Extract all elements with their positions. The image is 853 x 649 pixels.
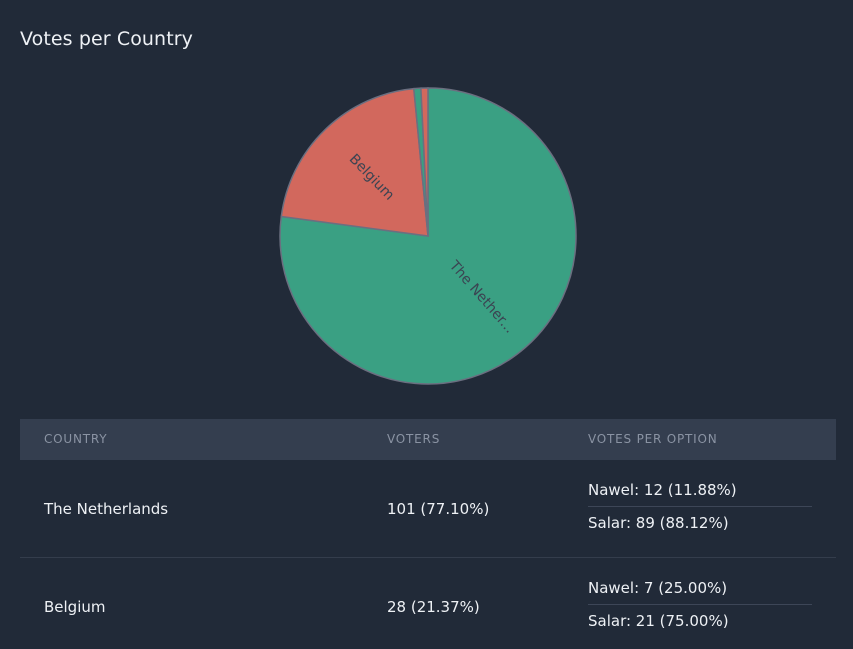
- row-voters: 28 (21.37%): [387, 598, 480, 616]
- pie-chart: The Nether...Belgium: [279, 87, 577, 385]
- table-row: Belgium 28 (21.37%) Nawel: 7 (25.00%) Sa…: [20, 558, 836, 649]
- row-voters: 101 (77.10%): [387, 500, 490, 518]
- pie-chart-container: The Nether... Belgium: [0, 70, 853, 400]
- option-entry: Salar: 89 (88.12%): [588, 506, 812, 539]
- row-country: The Netherlands: [44, 500, 169, 518]
- option-entry: Nawel: 12 (11.88%): [588, 481, 737, 499]
- pie-slice-belgium-1[interactable]: [280, 87, 429, 237]
- option-entry: Salar: 21 (75.00%): [588, 604, 812, 637]
- option-entry: Nawel: 7 (25.00%): [588, 579, 728, 597]
- table-header: COUNTRY VOTERS VOTES PER OPTION: [20, 419, 836, 460]
- header-votes-per-option: VOTES PER OPTION: [588, 432, 718, 446]
- header-country: COUNTRY: [44, 432, 108, 446]
- row-options: Nawel: 7 (25.00%) Salar: 21 (75.00%): [588, 572, 812, 637]
- row-country: Belgium: [44, 598, 106, 616]
- header-voters: VOTERS: [387, 432, 441, 446]
- pie-slice-other-3[interactable]: [420, 87, 429, 237]
- row-options: Nawel: 12 (11.88%) Salar: 89 (88.12%): [588, 474, 812, 539]
- chart-title: Votes per Country: [20, 28, 194, 50]
- votes-table: COUNTRY VOTERS VOTES PER OPTION The Neth…: [20, 419, 836, 649]
- table-row: The Netherlands 101 (77.10%) Nawel: 12 (…: [20, 460, 836, 558]
